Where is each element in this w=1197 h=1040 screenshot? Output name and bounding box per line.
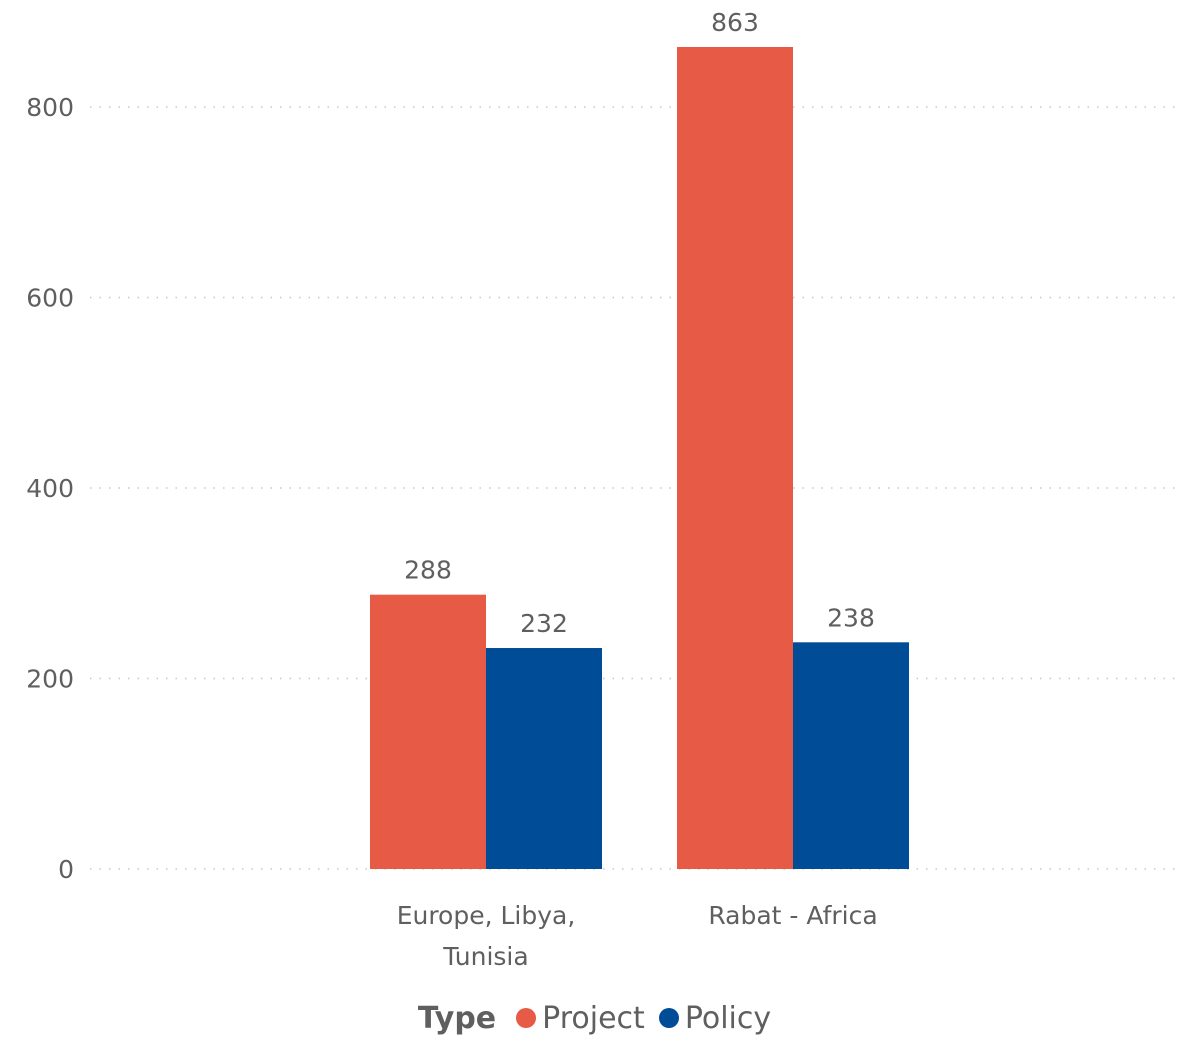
- x-axis-labels: Europe, Libya, Tunisia Rabat - Africa: [397, 901, 878, 971]
- bar-policy[interactable]: [793, 642, 909, 869]
- bar-policy[interactable]: [486, 648, 602, 869]
- y-tick-label: 0: [58, 855, 74, 884]
- y-tick-label: 600: [26, 284, 74, 313]
- bar-project[interactable]: [370, 594, 486, 869]
- legend-item-project[interactable]: Project: [516, 1001, 645, 1036]
- data-labels: 288 232 863 238: [404, 8, 875, 638]
- data-label: 238: [827, 603, 875, 632]
- legend-title: Type: [417, 1000, 497, 1036]
- x-category-label: Europe, Libya,: [397, 901, 576, 930]
- gridlines: [90, 106, 1180, 870]
- legend-item-policy[interactable]: Policy: [658, 1000, 772, 1036]
- x-category-label: Tunisia: [442, 942, 528, 971]
- bar-project[interactable]: [677, 46, 793, 870]
- y-tick-label: 400: [26, 474, 74, 503]
- x-category-label: Rabat - Africa: [708, 901, 877, 930]
- legend-marker-policy: [658, 1008, 679, 1028]
- bar-chart: 0 200 400 600 800 288 232 863 238 Europe, Libya…: [26, 8, 1180, 971]
- legend-marker-project: [516, 1008, 537, 1028]
- y-axis-ticks: 0 200 400 600 800: [26, 93, 74, 884]
- legend-label-policy: Policy: [684, 1000, 772, 1036]
- data-label: 863: [711, 8, 759, 37]
- legend-label-project: Project: [542, 1000, 645, 1036]
- y-tick-label: 800: [26, 93, 74, 122]
- y-tick-label: 200: [26, 665, 74, 694]
- data-label: 232: [520, 609, 568, 638]
- data-label: 288: [404, 556, 452, 585]
- legend: Type Project Policy: [0, 996, 1197, 1040]
- bars: [370, 46, 909, 870]
